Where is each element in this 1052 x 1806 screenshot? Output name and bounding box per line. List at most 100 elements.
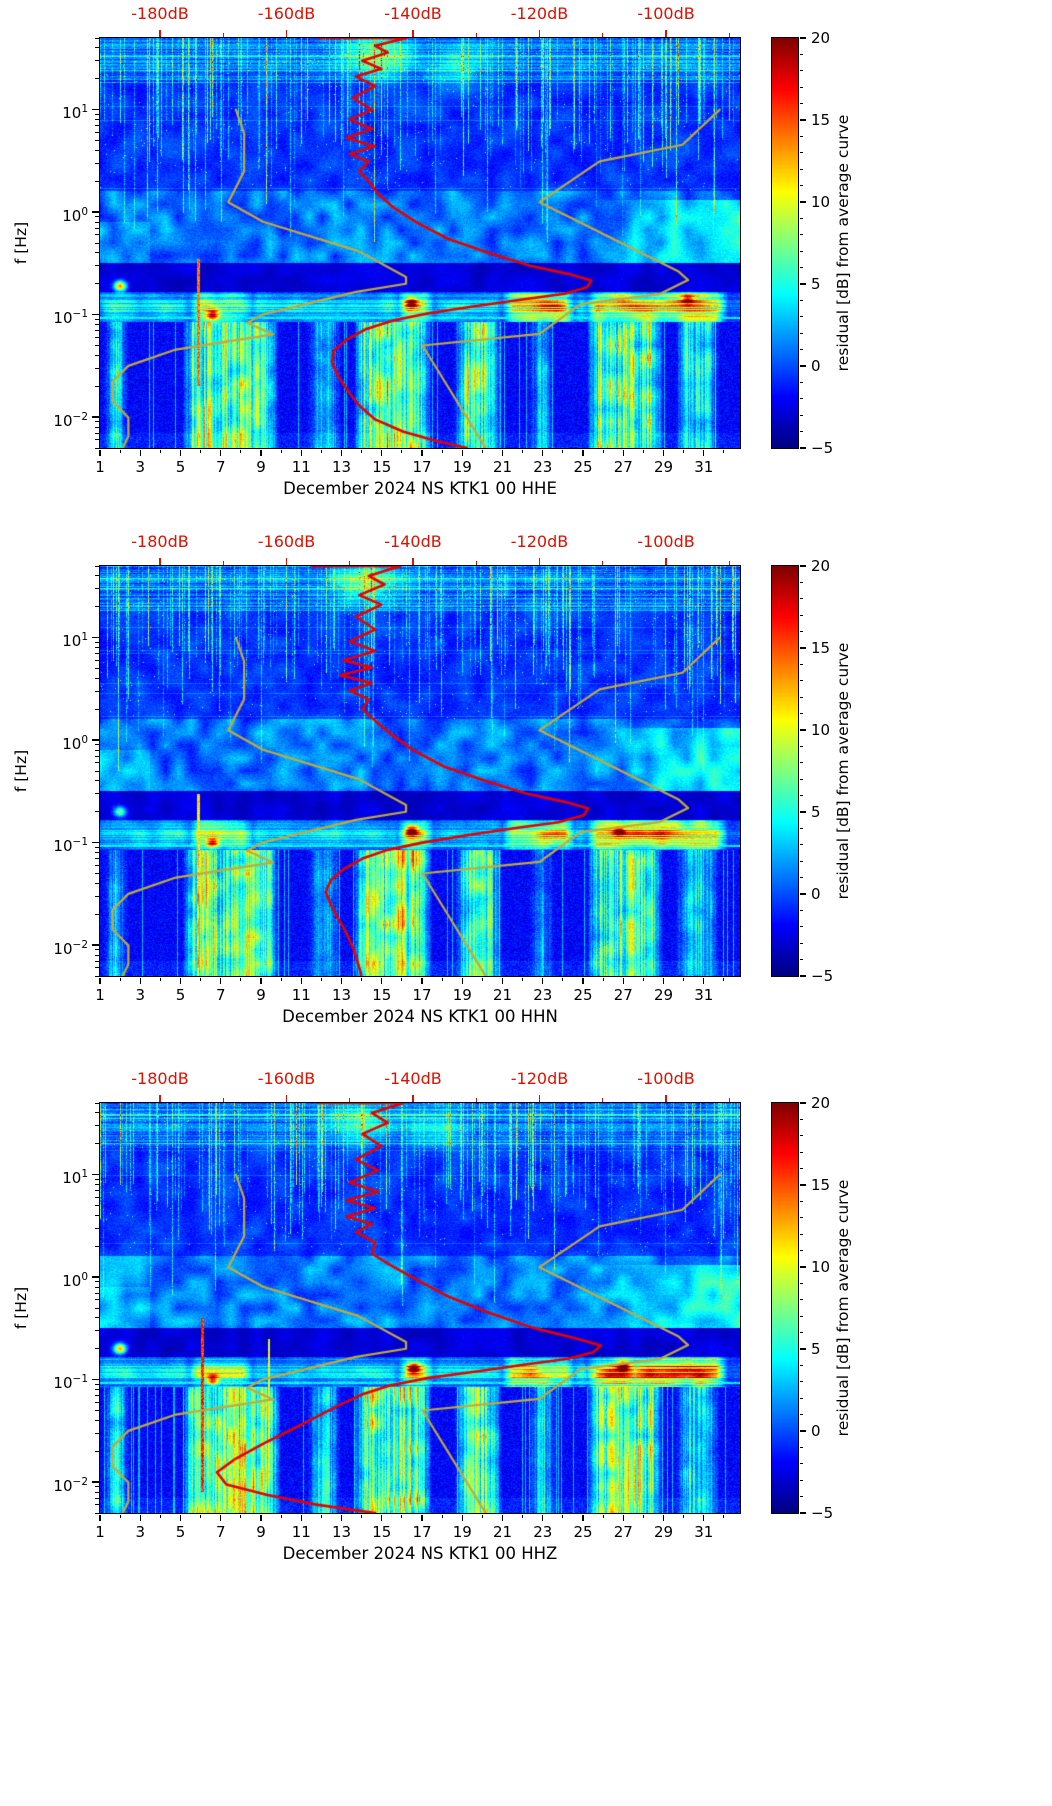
colorbar-tick <box>799 893 806 895</box>
db-axis-minor-tick <box>728 33 730 37</box>
db-axis-tick <box>412 29 414 37</box>
x-tick-label: 15 <box>372 986 392 1004</box>
y-minor-tick <box>95 770 99 772</box>
colorbar-tick <box>799 729 806 731</box>
x-tick-label: 23 <box>533 986 553 1004</box>
colorbar-minor-tick <box>799 614 803 616</box>
db-axis-label: -160dB <box>257 532 316 551</box>
x-minor-tick <box>200 1514 202 1518</box>
x-minor-tick <box>602 449 604 453</box>
y-minor-tick <box>95 1205 99 1206</box>
x-tick-label: 27 <box>613 1523 633 1541</box>
db-axis-tick <box>538 29 541 37</box>
y-minor-tick <box>95 913 99 915</box>
x-tick-label: 17 <box>412 1523 432 1541</box>
colorbar-minor-tick <box>799 299 803 301</box>
y-tick <box>92 1276 99 1278</box>
y-minor-tick <box>95 283 99 285</box>
x-minor-tick <box>602 977 604 981</box>
y-minor-tick <box>95 565 99 567</box>
y-minor-tick <box>95 749 99 751</box>
x-tick <box>99 1514 101 1521</box>
x-tick <box>622 449 624 456</box>
x-tick <box>381 449 383 456</box>
x-tick-label: 23 <box>533 458 553 476</box>
x-tick <box>421 1514 423 1521</box>
x-tick-label: 3 <box>135 458 146 476</box>
colorbar-hhz <box>770 1101 799 1514</box>
x-minor-tick <box>200 449 202 453</box>
x-tick-label: 19 <box>452 458 472 476</box>
colorbar-minor-tick <box>799 877 803 879</box>
x-tick <box>542 1514 544 1521</box>
colorbar-minor-tick <box>799 1250 803 1252</box>
db-axis-minor-tick <box>728 1098 730 1102</box>
colorbar-minor-tick <box>799 1217 803 1219</box>
db-axis-label: -160dB <box>257 4 316 23</box>
y-minor-tick <box>95 324 99 326</box>
colorbar-minor-tick <box>799 234 803 236</box>
x-tick-label: 5 <box>175 1523 186 1541</box>
y-minor-tick <box>95 385 99 387</box>
y-minor-tick <box>95 345 99 346</box>
x-tick-label: 27 <box>613 458 633 476</box>
colorbar-tick <box>799 283 806 285</box>
x-tick-label: 7 <box>215 458 226 476</box>
colorbar-tick-label: −5 <box>811 966 834 985</box>
x-tick <box>421 449 423 456</box>
y-minor-tick <box>95 1497 99 1499</box>
y-minor-tick <box>95 811 99 813</box>
colorbar-minor-tick <box>799 349 803 351</box>
y-minor-tick <box>95 1512 99 1514</box>
db-axis-tick <box>665 1094 667 1102</box>
x-tick-label: 5 <box>175 986 186 1004</box>
x-tick <box>582 977 584 984</box>
colorbar-minor-tick <box>799 1479 803 1481</box>
x-tick <box>179 1514 182 1521</box>
colorbar-minor-tick <box>799 217 803 219</box>
x-tick <box>461 977 463 984</box>
x-minor-tick <box>361 1514 363 1518</box>
x-tick-label: 31 <box>694 986 714 1004</box>
x-minor-tick <box>683 1514 685 1518</box>
colorbar-minor-tick <box>799 1496 803 1498</box>
colorbar-minor-tick <box>799 332 803 334</box>
x-minor-tick <box>723 449 725 453</box>
y-minor-tick <box>95 318 99 320</box>
colorbar-tick <box>799 447 806 449</box>
y-minor-tick <box>95 426 99 428</box>
x-tick-label: 5 <box>175 458 186 476</box>
y-minor-tick <box>95 882 99 884</box>
x-tick <box>220 449 222 456</box>
db-axis-label: -180dB <box>131 532 189 551</box>
db-axis-minor-tick <box>349 1098 351 1102</box>
y-minor-tick <box>95 1281 99 1283</box>
y-minor-tick <box>95 960 99 962</box>
x-minor-tick <box>159 1514 161 1518</box>
y-minor-tick <box>95 119 99 121</box>
x-minor-tick <box>441 1514 443 1518</box>
y-minor-tick <box>95 1432 99 1434</box>
colorbar-tick-label: 15 <box>811 110 831 129</box>
y-minor-tick <box>95 895 99 897</box>
y-minor-tick <box>95 1196 99 1198</box>
y-minor-tick <box>95 659 99 661</box>
colorbar-minor-tick <box>799 713 803 715</box>
x-tick-label: 9 <box>256 458 266 476</box>
x-tick-label: 9 <box>256 986 266 1004</box>
colorbar-minor-tick <box>799 1118 803 1120</box>
y-minor-tick <box>95 354 99 356</box>
x-tick <box>99 449 101 456</box>
y-minor-tick <box>95 949 99 951</box>
colorbar-minor-tick <box>799 942 803 944</box>
colorbar-tick <box>799 1184 806 1186</box>
db-axis-minor-tick <box>602 1098 604 1102</box>
y-minor-tick <box>95 873 99 874</box>
colorbar-tick <box>799 1102 806 1104</box>
colorbar-minor-tick <box>799 86 803 88</box>
x-tick-label: 21 <box>492 1523 513 1541</box>
y-minor-tick <box>95 1401 99 1403</box>
x-tick <box>381 977 383 984</box>
y-minor-tick <box>95 180 99 182</box>
x-minor-tick <box>361 449 363 453</box>
